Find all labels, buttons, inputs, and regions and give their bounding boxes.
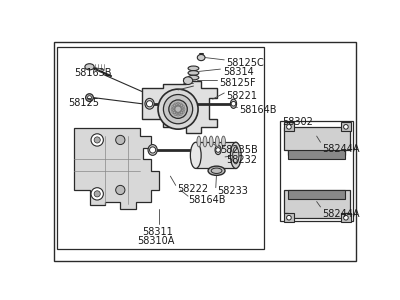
Circle shape	[88, 96, 92, 100]
Text: 58244A: 58244A	[322, 209, 360, 219]
Ellipse shape	[148, 145, 157, 155]
Text: 58302: 58302	[282, 117, 313, 127]
Ellipse shape	[209, 136, 213, 147]
Ellipse shape	[188, 75, 199, 80]
Circle shape	[287, 124, 291, 129]
Ellipse shape	[215, 145, 221, 154]
Text: 58125F: 58125F	[219, 78, 256, 88]
Text: 58164B: 58164B	[188, 195, 226, 206]
Polygon shape	[284, 127, 350, 154]
Ellipse shape	[158, 89, 198, 129]
Ellipse shape	[184, 77, 193, 85]
Text: 58311: 58311	[142, 227, 173, 237]
Text: 58163B: 58163B	[74, 68, 112, 78]
Text: 58232: 58232	[226, 155, 258, 165]
Circle shape	[344, 124, 348, 129]
Text: 58222: 58222	[177, 184, 208, 194]
Circle shape	[116, 185, 125, 195]
Bar	[340, 213, 351, 222]
Ellipse shape	[230, 142, 241, 168]
Ellipse shape	[188, 66, 199, 70]
Text: 58125C: 58125C	[226, 58, 264, 68]
Circle shape	[86, 94, 93, 101]
Text: 58244A: 58244A	[322, 144, 360, 154]
Text: 58314: 58314	[224, 67, 254, 77]
Ellipse shape	[164, 94, 193, 124]
Bar	[340, 122, 351, 131]
Bar	[288, 150, 345, 159]
Ellipse shape	[85, 64, 94, 70]
Bar	[284, 122, 294, 131]
Circle shape	[91, 188, 103, 200]
Circle shape	[94, 137, 100, 143]
Ellipse shape	[215, 136, 219, 147]
Circle shape	[287, 215, 291, 220]
Bar	[284, 213, 294, 222]
Ellipse shape	[145, 98, 154, 109]
Bar	[57, 47, 264, 248]
Ellipse shape	[208, 166, 225, 176]
Ellipse shape	[203, 136, 207, 147]
Circle shape	[146, 101, 153, 107]
Text: 58164B: 58164B	[239, 105, 276, 115]
Text: 58233: 58233	[217, 186, 248, 196]
Bar	[288, 190, 345, 199]
Bar	[196, 142, 236, 168]
Polygon shape	[142, 81, 216, 133]
Ellipse shape	[197, 55, 205, 61]
Ellipse shape	[188, 70, 199, 75]
Text: 58221: 58221	[226, 92, 258, 101]
Ellipse shape	[197, 136, 201, 147]
Text: 58310A: 58310A	[137, 236, 175, 246]
Text: 58125: 58125	[68, 98, 99, 108]
Circle shape	[116, 135, 125, 145]
Polygon shape	[284, 190, 350, 218]
Circle shape	[231, 101, 236, 106]
Bar	[280, 121, 353, 221]
Ellipse shape	[222, 136, 226, 147]
Ellipse shape	[230, 99, 236, 108]
Circle shape	[94, 191, 100, 197]
Text: 58235B: 58235B	[220, 145, 258, 155]
Ellipse shape	[190, 142, 201, 168]
Ellipse shape	[169, 100, 187, 118]
Circle shape	[344, 215, 348, 220]
Circle shape	[91, 134, 103, 146]
Polygon shape	[74, 128, 159, 209]
Circle shape	[216, 148, 220, 152]
Circle shape	[150, 147, 156, 153]
